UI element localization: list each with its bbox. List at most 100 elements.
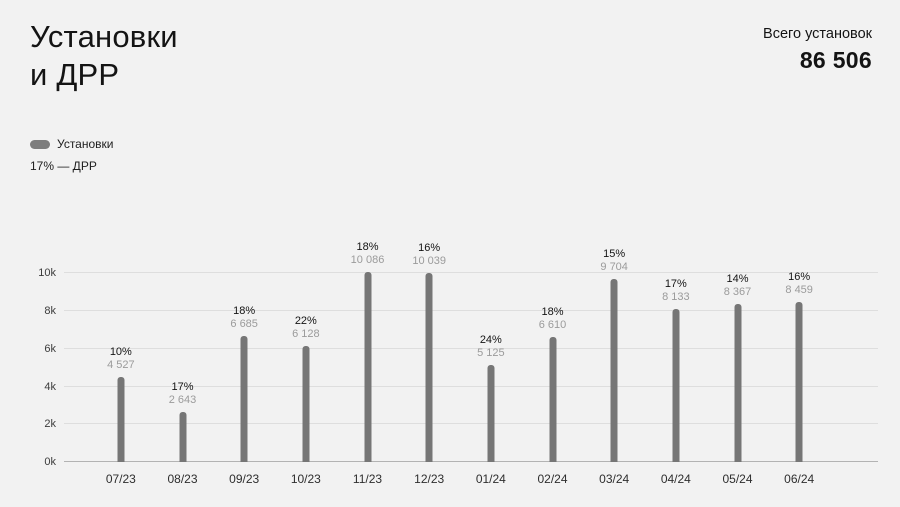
installs-value-label: 10 086	[350, 253, 385, 266]
y-tick-label: 2k	[44, 418, 56, 431]
bar-labels: 16% 10 039	[412, 242, 446, 268]
drr-percent-label: 18%	[233, 304, 256, 317]
drr-percent-label: 17%	[171, 381, 194, 394]
bar	[179, 412, 186, 462]
x-tick-label: 07/23	[105, 472, 136, 486]
bar	[795, 302, 803, 462]
installs-value-label: 8 459	[785, 284, 813, 297]
x-tick-label: 10/23	[290, 472, 321, 486]
drr-percent-label: 14%	[726, 273, 749, 286]
x-tick-label: 06/24	[784, 472, 815, 486]
installs-bar-chart: 0k 2k 4k 6k 8k 10k 10% 4 527 07/23 17% 2 643 08/23…	[28, 241, 882, 486]
legend-drr-label: 17% — ДРР	[30, 159, 97, 173]
bar	[117, 376, 125, 462]
gridline	[64, 347, 878, 349]
x-axis-baseline	[64, 461, 878, 462]
installs-value-label: 8 133	[662, 290, 690, 303]
title-line-2: и ДРР	[30, 57, 120, 92]
bar-labels: 24% 5 125	[477, 334, 505, 360]
drr-percent-label: 24%	[479, 334, 502, 347]
bar-group-05/24: 14% 8 367 05/24	[707, 262, 769, 486]
y-tick-label: 4k	[44, 380, 56, 393]
installs-value-label: 5 125	[477, 347, 505, 360]
gridline	[64, 310, 878, 312]
x-tick-label: 11/23	[352, 472, 383, 486]
bar-group-03/24: 15% 9 704 03/24	[583, 248, 645, 486]
bar-group-07/23: 10% 4 527 07/23	[90, 262, 152, 486]
bar-labels: 15% 9 704	[600, 248, 628, 274]
bar-group-10/23: 22% 6 128 10/23	[275, 262, 337, 486]
x-tick-label: 12/23	[414, 472, 445, 486]
bar	[610, 278, 618, 462]
gridline	[64, 423, 878, 425]
bar-labels: 18% 10 086	[351, 241, 385, 267]
installs-value-label: 6 128	[292, 328, 320, 341]
total-installs: Всего установок 86 506	[763, 26, 872, 74]
legend-installs: Установки	[30, 137, 113, 151]
page-title: Установки и ДРР	[30, 18, 178, 94]
gridline	[64, 385, 878, 387]
bar-group-04/24: 17% 8 133 04/24	[645, 262, 707, 486]
legend: Установки 17% — ДРР	[30, 137, 113, 173]
bar-group-09/23: 18% 6 685 09/23	[213, 262, 275, 486]
total-installs-label: Всего установок	[763, 26, 872, 42]
bar	[240, 335, 248, 462]
drr-percent-label: 15%	[603, 247, 626, 260]
installs-value-label: 6 610	[538, 319, 567, 332]
bar-group-06/24: 16% 8 459 06/24	[768, 262, 830, 486]
x-tick-label: 09/23	[229, 472, 260, 486]
installs-value-label: 9 704	[600, 260, 628, 273]
bar-labels: 10% 4 527	[107, 346, 135, 372]
gridline	[64, 272, 878, 274]
drr-percent-label: 16%	[418, 241, 441, 254]
installs-legend-swatch-icon	[30, 139, 50, 149]
installs-value-label: 2 643	[168, 394, 197, 407]
bar-labels: 17% 8 133	[662, 278, 690, 304]
plot-area: 10% 4 527 07/23 17% 2 643 08/23 18% 6 685 09/23 2…	[64, 241, 878, 486]
installs-value-label: 4 527	[107, 358, 135, 371]
y-axis: 0k 2k 4k 6k 8k 10k	[28, 262, 56, 468]
bar-group-01/24: 24% 5 125 01/24	[460, 262, 522, 486]
bar-labels: 22% 6 128	[292, 315, 320, 341]
installs-value-label: 8 367	[723, 286, 752, 299]
installs-value-label: 10 039	[412, 254, 446, 267]
bar-group-12/23: 16% 10 039 12/23	[398, 242, 460, 486]
drr-percent-label: 17%	[664, 277, 687, 290]
drr-percent-label: 18%	[541, 306, 564, 319]
title-line-1: Установки	[30, 19, 178, 54]
total-installs-value: 86 506	[799, 47, 872, 73]
y-tick-label: 6k	[44, 342, 56, 355]
bars-container: 10% 4 527 07/23 17% 2 643 08/23 18% 6 685 09/23 2…	[90, 241, 830, 486]
drr-percent-label: 16%	[788, 271, 811, 284]
drr-percent-label: 22%	[294, 315, 317, 328]
drr-percent-label: 10%	[109, 345, 132, 358]
bar	[734, 304, 741, 462]
bar-labels: 17% 2 643	[169, 381, 197, 407]
y-tick-label: 0k	[44, 456, 56, 468]
bar	[302, 346, 310, 462]
bar-labels: 18% 6 685	[230, 305, 258, 331]
x-tick-label: 02/24	[537, 472, 568, 486]
bar-labels: 14% 8 367	[724, 273, 752, 299]
bar	[425, 272, 433, 462]
bar-group-08/23: 17% 2 643 08/23	[152, 262, 214, 486]
bar	[672, 308, 680, 462]
bar-labels: 16% 8 459	[785, 271, 813, 297]
bar	[364, 271, 371, 462]
x-tick-label: 05/24	[722, 472, 753, 486]
bar-group-11/23: 18% 10 086 11/23	[337, 241, 399, 486]
x-tick-label: 03/24	[599, 472, 630, 486]
bar-group-02/24: 18% 6 610 02/24	[522, 262, 584, 486]
y-tick-label: 10k	[38, 267, 56, 280]
drr-percent-label: 18%	[356, 240, 379, 253]
legend-installs-label: Установки	[57, 137, 114, 151]
bar	[549, 337, 556, 462]
bar	[487, 365, 495, 462]
x-tick-label: 01/24	[475, 472, 506, 486]
x-tick-label: 08/23	[167, 472, 198, 486]
x-tick-label: 04/24	[660, 472, 691, 486]
y-tick-label: 8k	[44, 305, 56, 318]
installs-value-label: 6 685	[230, 317, 258, 330]
bar-labels: 18% 6 610	[539, 306, 567, 332]
